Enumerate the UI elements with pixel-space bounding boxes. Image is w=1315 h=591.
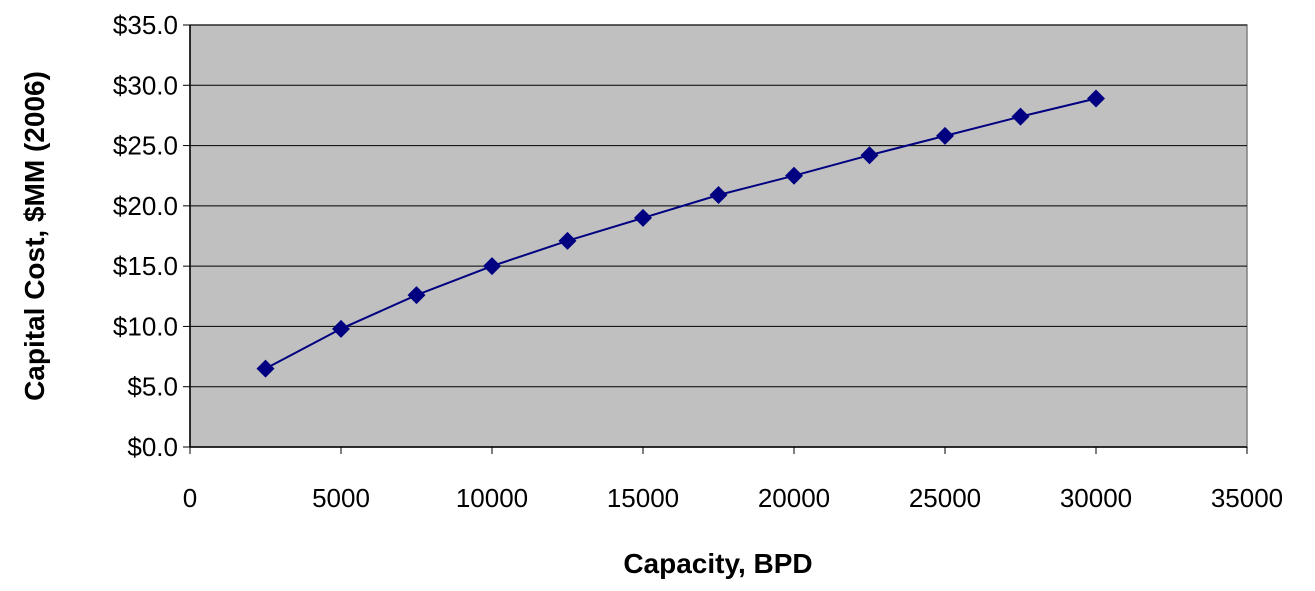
y-axis-tick-labels: $0.0 $5.0 $10.0 $15.0 $20.0 $25.0 $30.0 $35.0 <box>113 10 178 462</box>
data-point-marker <box>709 186 728 205</box>
y-tick-label: $0.0 <box>127 432 178 462</box>
x-tick-label: 35000 <box>1211 483 1283 513</box>
data-point-marker <box>332 319 350 338</box>
x-axis-title: Capacity, BPD <box>623 548 812 579</box>
x-tick-label: 15000 <box>607 483 679 513</box>
series-group <box>256 89 1105 378</box>
data-point-marker <box>634 208 652 227</box>
y-tick-label: $35.0 <box>113 10 178 40</box>
data-point-marker <box>256 359 275 378</box>
y-tick-label: $15.0 <box>113 251 178 281</box>
x-tick-label: 5000 <box>312 483 370 513</box>
y-axis-title: Capital Cost, $MM (2006) <box>19 71 50 401</box>
y-tick-label: $25.0 <box>113 131 178 161</box>
x-tick-label: 20000 <box>758 483 830 513</box>
gridlines <box>190 24 1247 388</box>
data-point-marker <box>1087 89 1105 108</box>
x-axis-tick-labels: 0 5000 10000 15000 20000 25000 30000 35000 <box>183 483 1283 513</box>
data-point-marker <box>860 146 879 165</box>
y-tick-label: $5.0 <box>127 372 178 402</box>
plot-area <box>189 24 1248 448</box>
data-point-marker <box>785 166 803 185</box>
data-point-marker <box>483 257 501 276</box>
data-point-marker <box>1011 107 1030 126</box>
data-point-marker <box>558 231 577 250</box>
series-line <box>265 97 1097 370</box>
y-tick-label: $20.0 <box>113 191 178 221</box>
y-tick-label: $10.0 <box>113 311 178 341</box>
data-point-marker <box>407 286 426 305</box>
x-tick-label: 10000 <box>456 483 528 513</box>
x-tick-label: 30000 <box>1060 483 1132 513</box>
axes <box>183 24 1248 454</box>
data-point-marker <box>936 126 954 145</box>
y-tick-label: $30.0 <box>113 70 178 100</box>
x-tick-label: 0 <box>183 483 197 513</box>
x-tick-label: 25000 <box>909 483 981 513</box>
